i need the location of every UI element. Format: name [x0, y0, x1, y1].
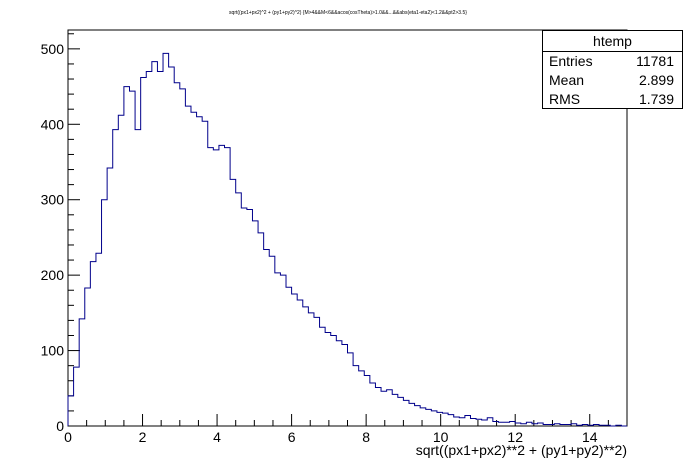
y-tick-label: 200: [41, 267, 65, 283]
y-tick-label: 400: [41, 116, 65, 132]
axis-ticks: [67, 33, 628, 427]
entries-label: Entries: [549, 53, 593, 69]
y-tick-label: 100: [41, 343, 65, 359]
rms-value: 1.739: [638, 91, 674, 107]
x-tick-label: 10: [433, 429, 449, 445]
x-tick-label: 4: [213, 429, 221, 445]
axis-tick-labels: 0 2 4 6 8 10 12 14 0 100 200 300 400 500: [41, 41, 598, 445]
stats-row-rms: RMS 1.739: [549, 90, 674, 108]
x-tick-label: 8: [362, 429, 370, 445]
entries-value: 11781: [636, 53, 674, 69]
stats-box: htemp Entries 11781 Mean 2.899 RMS 1.739: [542, 30, 683, 109]
rms-label: RMS: [549, 91, 581, 107]
histogram-line: [67, 52, 627, 427]
y-tick-label: 500: [41, 41, 65, 57]
x-tick-label: 0: [64, 429, 72, 445]
x-tick-label: 2: [139, 429, 147, 445]
stats-title: htemp: [543, 31, 682, 52]
y-tick-label: 0: [56, 418, 64, 434]
x-tick-label: 14: [582, 429, 598, 445]
mean-value: 2.899: [638, 72, 674, 88]
mean-label: Mean: [549, 72, 585, 88]
x-tick-label: 6: [288, 429, 296, 445]
chart-title: sqrt((px1+px2)^2 + (py1+py2)^2) {M>4&&M<…: [229, 10, 467, 16]
x-axis-label: sqrt((px1+px2)**2 + (py1+py2)**2): [416, 442, 627, 458]
y-tick-label: 300: [41, 192, 65, 208]
x-tick-label: 12: [507, 429, 523, 445]
stats-row-entries: Entries 11781: [549, 52, 674, 70]
stats-row-mean: Mean 2.899: [549, 71, 674, 89]
